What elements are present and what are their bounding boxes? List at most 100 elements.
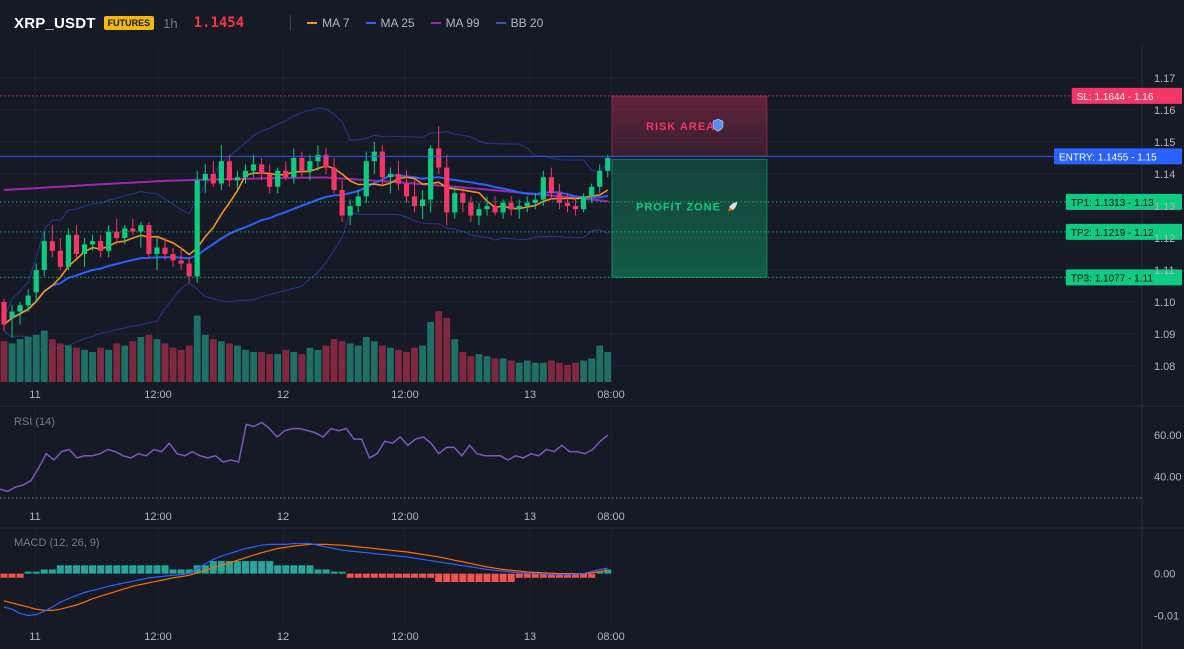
time-tick-0-5: 08:00 xyxy=(597,389,625,401)
ma7-swatch xyxy=(307,22,318,24)
level-tag-4 xyxy=(1065,269,1182,286)
time-tick-1-4: 13 xyxy=(524,511,536,523)
volume-bar xyxy=(282,349,290,382)
candle-body xyxy=(581,196,587,210)
volume-bar xyxy=(588,358,596,382)
candle-body xyxy=(605,158,611,171)
macd-hist-bar xyxy=(121,565,129,574)
macd-hist-bar xyxy=(507,573,515,582)
candle-body xyxy=(379,151,385,178)
candle-body xyxy=(355,196,361,206)
time-tick-1-2: 12 xyxy=(277,511,289,523)
candle-body xyxy=(403,183,410,197)
volume-bar xyxy=(258,352,265,382)
volume-bar xyxy=(403,352,410,382)
macd-hist-bar xyxy=(290,565,298,574)
timeframe-selector[interactable]: 1h xyxy=(163,15,178,31)
bollinger-bands xyxy=(3,107,609,355)
macd-tick-1: -0.01 xyxy=(1154,610,1179,622)
bb-lower-line xyxy=(3,211,608,355)
level-label-2: TP1: 1.1313 - 1.13 xyxy=(1071,198,1154,209)
macd-hist-bar xyxy=(386,573,394,578)
level-label-0: SL: 1.1644 - 1.16 xyxy=(1077,92,1154,103)
candle-body xyxy=(395,174,402,184)
level-tag-0 xyxy=(1071,87,1182,104)
volume-bar xyxy=(338,341,346,382)
candle-body xyxy=(363,161,369,197)
candle-body xyxy=(210,174,216,184)
candle-body xyxy=(564,202,571,206)
candle-body xyxy=(17,305,23,312)
legend-ma25[interactable]: MA 25 xyxy=(365,16,415,30)
candle-body xyxy=(267,174,273,187)
volume-bar xyxy=(483,356,491,382)
candle-body xyxy=(291,158,297,178)
candle-body xyxy=(572,206,579,210)
macd-tick-0: 0.00 xyxy=(1154,569,1175,581)
volume-bars xyxy=(0,311,612,382)
legend-bb20[interactable]: BB 20 xyxy=(495,16,543,30)
volume-bar xyxy=(48,339,56,382)
candle-body xyxy=(331,167,337,190)
profit-zone xyxy=(611,158,768,278)
volume-bar xyxy=(564,364,571,382)
candle-body xyxy=(420,199,426,206)
candle-body xyxy=(162,247,168,254)
ma7-line xyxy=(3,164,609,326)
candle-body xyxy=(589,186,595,197)
volume-bar xyxy=(515,362,523,382)
axes-labels: 1.17 1.16 1.15 1.14 1.13 1.12 1.11 1.10 1.09 1.08… xyxy=(29,73,1175,643)
macd-hist-bar xyxy=(185,569,193,574)
candle-body xyxy=(500,202,506,213)
macd-hist-bar xyxy=(161,565,169,574)
volume-bar xyxy=(459,352,467,382)
candle-body xyxy=(460,193,466,203)
time-tick-2-1: 12:00 xyxy=(144,631,172,643)
candle-body xyxy=(170,254,176,261)
rsi-title: RSI (14) xyxy=(14,416,55,428)
macd-hist-bar xyxy=(0,573,8,578)
volume-bar xyxy=(427,322,435,382)
candle-body xyxy=(315,154,321,162)
macd-hist-bar xyxy=(411,573,419,578)
candle-body xyxy=(540,177,546,200)
macd-hist-bar xyxy=(242,561,249,574)
volume-bar xyxy=(314,349,322,382)
price-tick-5: 1.12 xyxy=(1154,233,1175,245)
volume-bar xyxy=(596,345,604,382)
candle-body xyxy=(186,263,192,277)
volume-bar xyxy=(387,347,394,382)
volume-bar xyxy=(298,354,306,382)
macd-hist-bar xyxy=(491,573,499,582)
candle-body xyxy=(444,167,450,213)
volume-bar xyxy=(435,311,443,382)
volume-bar xyxy=(185,345,193,382)
candle-body xyxy=(242,170,249,178)
legend-ma7[interactable]: MA 7 xyxy=(307,16,350,30)
time-tick-2-3: 12:00 xyxy=(391,631,419,643)
rsi-panel: RSI (14) 60.00 40.00 xyxy=(0,416,1182,499)
volume-bar xyxy=(572,362,579,382)
macd-hist-bar xyxy=(177,569,185,574)
candle-body xyxy=(106,231,112,251)
volume-bar xyxy=(531,362,539,382)
candle-body xyxy=(484,206,490,210)
candle-body xyxy=(532,199,538,203)
volume-bar xyxy=(523,360,531,382)
price-tick-6: 1.11 xyxy=(1154,265,1175,277)
volume-bar xyxy=(556,362,563,382)
time-tick-0-2: 12 xyxy=(277,389,289,401)
volume-bar xyxy=(443,317,451,382)
candle-body xyxy=(65,234,71,267)
level-tag-2 xyxy=(1065,193,1182,210)
volume-bar xyxy=(580,360,587,382)
time-tick-0-1: 12:00 xyxy=(144,389,172,401)
macd-hist-bar xyxy=(555,573,563,578)
macd-hist-bar xyxy=(604,569,612,574)
legend-ma99[interactable]: MA 99 xyxy=(430,16,480,30)
macd-hist-bar xyxy=(137,565,145,574)
symbol-name[interactable]: XRP_USDT xyxy=(14,14,96,32)
macd-hist-bar xyxy=(580,573,588,578)
macd-hist-bar xyxy=(499,573,507,582)
